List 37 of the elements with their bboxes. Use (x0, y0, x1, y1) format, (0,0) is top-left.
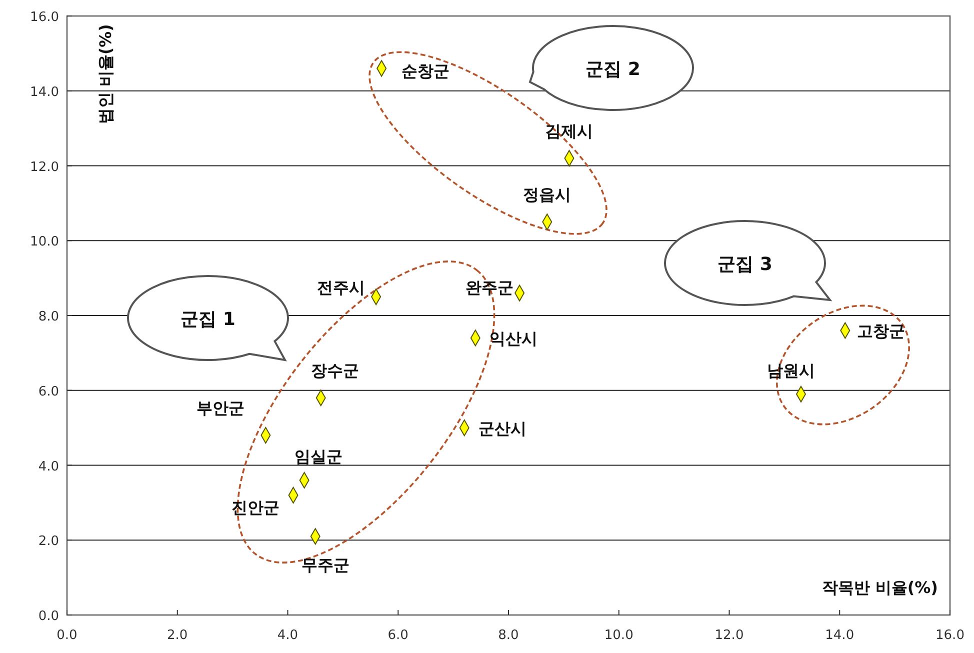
y-tick-label: 2.0 (38, 534, 59, 550)
annotation: 임실군 (294, 447, 342, 466)
x-tick-label: 4.0 (277, 628, 298, 643)
x-tick-label: 8.0 (498, 628, 519, 643)
y-tick-label: 4.0 (38, 459, 59, 474)
annotation: 고창군 (857, 321, 906, 340)
annotation: 진안군 (231, 498, 280, 518)
y-tick-label: 12.0 (30, 160, 59, 175)
annotation: 군산시 (478, 418, 526, 438)
annotation: 군집 1 (180, 309, 236, 330)
x-tick-label: 6.0 (388, 628, 408, 643)
annotation: 군집 2 (586, 59, 640, 80)
annotation: 군집 3 (718, 254, 772, 275)
annotation: 장수군 (310, 360, 359, 380)
annotation: 순창군 (402, 61, 450, 80)
y-tick-label: 0.0 (38, 609, 59, 624)
x-tick-label: 2.0 (167, 628, 188, 643)
y-tick-label: 14.0 (30, 84, 59, 100)
y-axis-title: 법인 비율(%) (96, 24, 115, 124)
x-tick-label: 16.0 (936, 628, 964, 643)
x-tick-label: 12.0 (714, 628, 744, 643)
x-tick-label: 0.0 (56, 628, 78, 643)
x-tick-label: 14.0 (825, 628, 854, 643)
annotation: 익산시 (489, 328, 538, 348)
annotation: 완주군 (466, 278, 514, 298)
annotation: 김제시 (545, 121, 594, 140)
y-tick-label: 6.0 (38, 384, 59, 400)
annotation: 남원시 (766, 361, 815, 380)
x-axis-title: 작목반 비율(%) (822, 578, 938, 597)
y-tick-label: 8.0 (38, 310, 59, 324)
annotation: 정읍시 (523, 184, 572, 204)
annotation: 전주시 (317, 278, 366, 297)
annotation: 부안군 (196, 398, 245, 418)
y-tick-label: 16.0 (30, 10, 59, 25)
annotation: 무주군 (301, 555, 350, 574)
y-tick-label: 10.0 (30, 234, 59, 250)
x-tick-label: 10.0 (604, 628, 634, 643)
